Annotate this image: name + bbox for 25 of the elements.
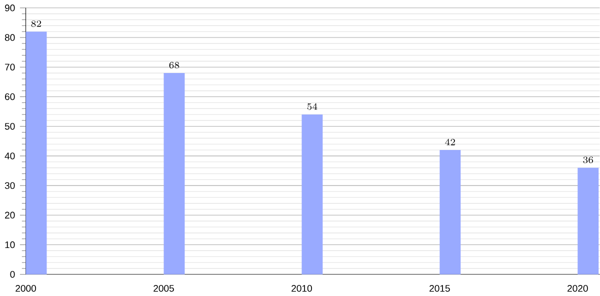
y-tick-label: 90 — [5, 4, 15, 12]
bar — [578, 168, 599, 274]
y-tick-label: 30 — [4, 182, 15, 189]
data-label: 36 — [583, 156, 594, 164]
y-tick-label: 0 — [10, 270, 15, 278]
bar — [164, 72, 185, 274]
y-tick-label: 20 — [5, 212, 15, 218]
x-tick-label: 2010 — [292, 284, 312, 292]
y-tick-label: 40 — [4, 152, 15, 160]
y-tick-label: 50 — [4, 122, 15, 130]
x-tick-label: 2015 — [430, 284, 450, 292]
x-tick-label: 2000 — [16, 284, 36, 292]
bar — [440, 150, 461, 274]
bar — [26, 31, 47, 274]
y-tick-label: 60 — [5, 93, 15, 100]
y-tick-label: 70 — [5, 64, 15, 70]
data-label: 68 — [169, 62, 180, 68]
y-tick-label: 80 — [4, 34, 15, 41]
data-label: 42 — [445, 138, 455, 146]
data-label: 82 — [31, 20, 42, 27]
y-tick-label: 10 — [5, 241, 15, 248]
bar — [302, 114, 323, 274]
x-tick-label: 2005 — [154, 284, 174, 292]
data-label: 54 — [307, 103, 318, 110]
x-tick-label: 2020 — [568, 284, 588, 292]
